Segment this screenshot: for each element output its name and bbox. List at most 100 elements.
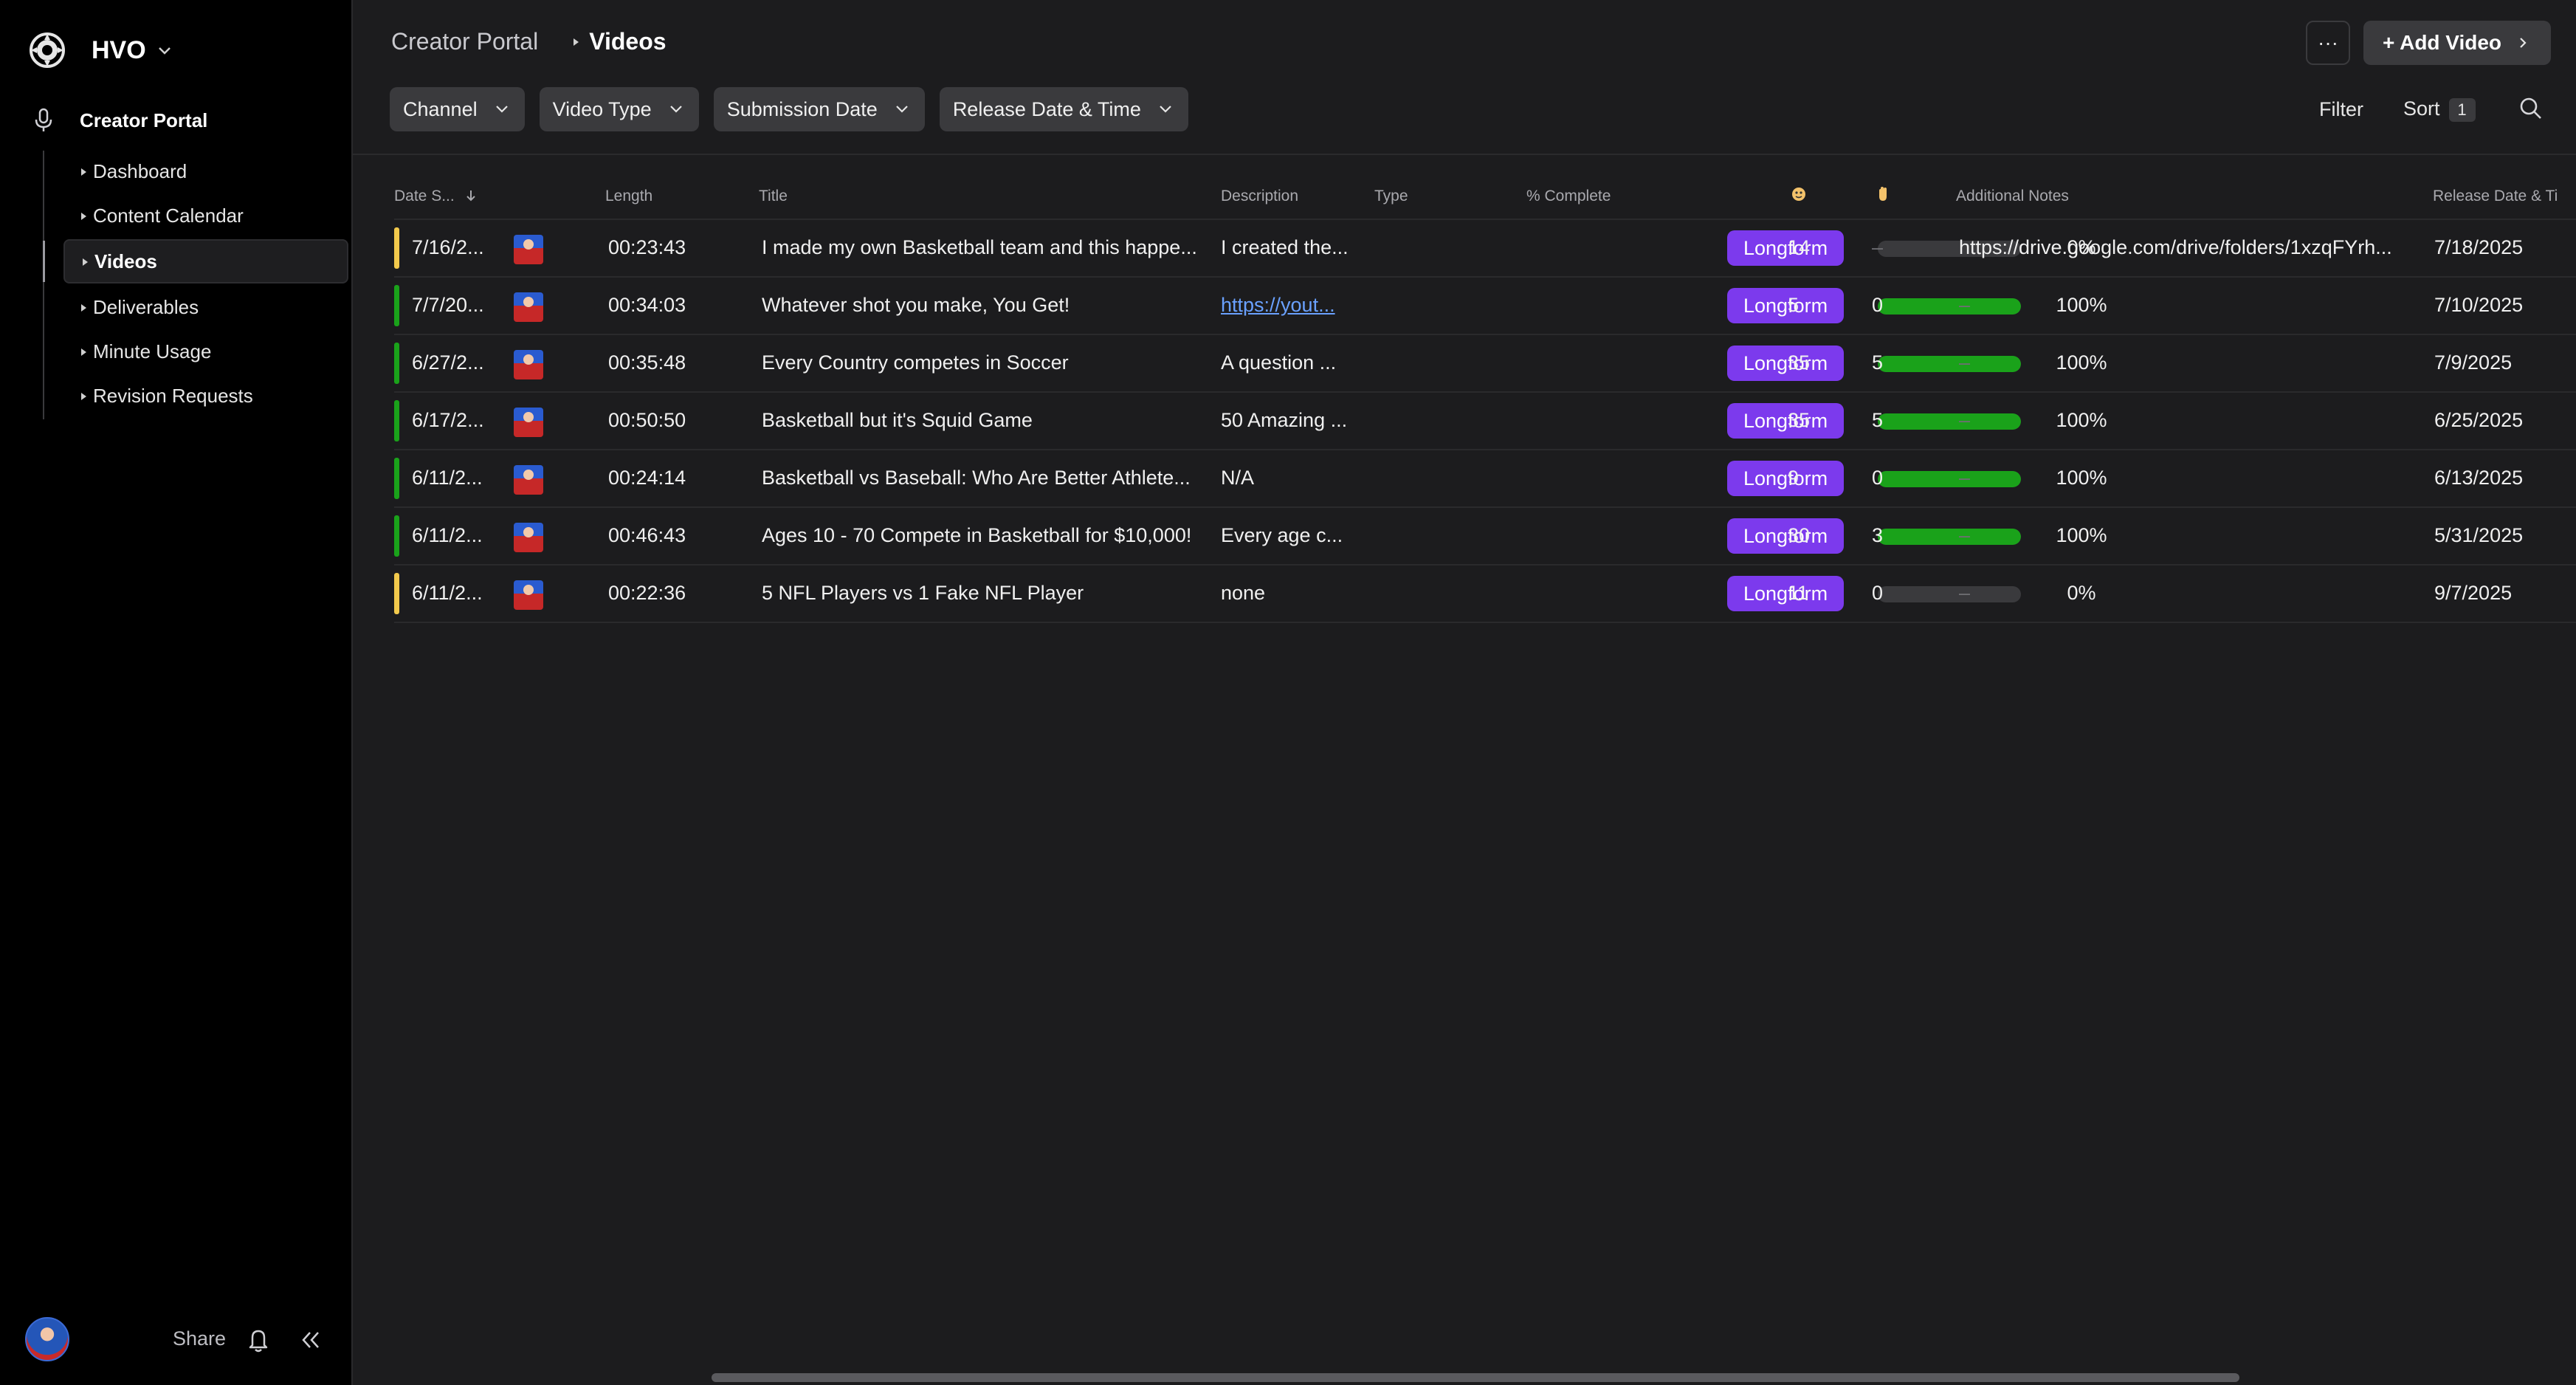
- table-row[interactable]: 7/16/2... 00:23:43 I made my own Basketbal…: [394, 219, 2576, 276]
- column-header-length[interactable]: Length: [605, 188, 653, 205]
- status-indicator: [394, 458, 399, 499]
- cell-count-2: –: [1872, 236, 1884, 258]
- cell-additional-notes: –: [1959, 409, 1971, 431]
- breadcrumb-item-creator-portal[interactable]: Creator Portal: [391, 28, 539, 55]
- column-header-additional-notes[interactable]: Additional Notes: [1956, 188, 2069, 205]
- search-icon[interactable]: [2518, 96, 2544, 121]
- column-header-date[interactable]: Date S...: [394, 188, 477, 205]
- cell-date: 7/16/2...: [412, 236, 484, 258]
- type-badge: Longform: [1727, 403, 1845, 439]
- view-toolbar: Filter Sort 1: [2319, 96, 2476, 123]
- cell-count-1: 14: [1788, 236, 1811, 258]
- cell-count-2: 5: [1872, 351, 1884, 374]
- sidebar-item-label: Minute Usage: [93, 340, 212, 362]
- filter-label: Submission Date: [726, 97, 878, 120]
- caret-right-icon: [81, 213, 86, 220]
- channel-thumbnail: [514, 523, 543, 552]
- cell-additional-notes: –: [1959, 582, 1971, 604]
- breadcrumb: Creator Portal Videos: [391, 28, 667, 55]
- cell-release-date: 7/18/2025: [2434, 236, 2524, 258]
- column-header-description[interactable]: Description: [1221, 188, 1299, 205]
- table-row[interactable]: 6/11/2... 00:22:36 5 NFL Players vs 1 Fake…: [394, 564, 2576, 623]
- cell-date: 7/7/20...: [412, 294, 484, 316]
- column-header-title[interactable]: Title: [759, 188, 788, 205]
- cell-additional-notes: –: [1959, 467, 1971, 489]
- cell-count-1: 35: [1788, 351, 1811, 374]
- hand-emoji-icon[interactable]: [1875, 186, 1891, 202]
- cell-title: Every Country competes in Soccer: [762, 351, 1069, 374]
- cell-additional-notes: https://drive.google.com/drive/folders/1…: [1959, 236, 2392, 258]
- cell-description[interactable]: https://yout...: [1221, 294, 1335, 316]
- collapse-sidebar-icon[interactable]: [298, 1327, 323, 1353]
- sidebar-item-revision-requests[interactable]: Revision Requests: [63, 375, 348, 416]
- workspace-name: HVO: [92, 35, 146, 64]
- status-indicator: [394, 515, 399, 557]
- sidebar-item-label: Content Calendar: [93, 204, 244, 227]
- sidebar-item-dashboard[interactable]: Dashboard: [63, 151, 348, 192]
- avatar[interactable]: [25, 1317, 69, 1361]
- status-indicator: [394, 285, 399, 326]
- cell-title: Basketball but it's Squid Game: [762, 409, 1033, 431]
- cell-additional-notes: –: [1959, 524, 1971, 546]
- cell-date: 6/11/2...: [412, 582, 483, 604]
- cell-date: 6/17/2...: [412, 409, 484, 431]
- sidebar-section-label: Creator Portal: [80, 109, 208, 131]
- cell-length: 00:35:48: [608, 351, 686, 374]
- workspace-switcher[interactable]: HVO: [28, 30, 173, 71]
- sidebar-footer: Share: [25, 1317, 328, 1364]
- add-video-button[interactable]: + Add Video: [2363, 21, 2551, 65]
- type-badge: Longform: [1727, 518, 1845, 554]
- filter-label: Video Type: [552, 97, 652, 120]
- horizontal-scrollbar[interactable]: [712, 1373, 2239, 1382]
- more-options-button[interactable]: ···: [2306, 21, 2350, 65]
- status-indicator: [394, 400, 399, 441]
- table-row[interactable]: 6/11/2... 00:24:14 Basketball vs Baseball:…: [394, 449, 2576, 506]
- cell-release-date: 5/31/2025: [2434, 524, 2524, 546]
- table-row[interactable]: 6/27/2... 00:35:48 Every Country competes …: [394, 334, 2576, 391]
- channel-thumbnail: [514, 235, 543, 264]
- cell-release-date: 9/7/2025: [2434, 582, 2513, 604]
- sort-button[interactable]: Sort 1: [2403, 97, 2476, 122]
- face-emoji-icon[interactable]: [1791, 186, 1807, 202]
- sidebar-item-minute-usage[interactable]: Minute Usage: [63, 331, 348, 372]
- cell-date: 6/27/2...: [412, 351, 484, 374]
- table-row[interactable]: 7/7/20... 00:34:03 Whatever shot you make,…: [394, 276, 2576, 334]
- cell-length: 00:24:14: [608, 467, 686, 489]
- cell-count-1: 5: [1788, 294, 1800, 316]
- chevron-down-icon: [1160, 106, 1171, 113]
- caret-right-icon: [83, 258, 88, 266]
- cell-count-2: 5: [1872, 409, 1884, 431]
- sidebar-item-videos[interactable]: Videos: [43, 239, 348, 283]
- cell-date: 6/11/2...: [412, 524, 483, 546]
- sidebar-section-creator-portal[interactable]: Creator Portal: [32, 108, 207, 133]
- page-title: Videos: [589, 28, 667, 55]
- share-button[interactable]: Share: [173, 1327, 227, 1350]
- sidebar-item-label: Videos: [94, 250, 157, 272]
- table-row[interactable]: 6/17/2... 00:50:50 Basketball but it's Squ…: [394, 391, 2576, 449]
- channel-thumbnail: [514, 350, 543, 379]
- sidebar-item-deliverables[interactable]: Deliverables: [63, 286, 348, 328]
- bell-icon[interactable]: [247, 1327, 270, 1353]
- column-header-release-date[interactable]: Release Date & Ti: [2433, 188, 2558, 205]
- progress-bar: [1878, 471, 2021, 487]
- filter-submission-date[interactable]: Submission Date: [713, 87, 925, 131]
- cell-count-1: 35: [1788, 409, 1811, 431]
- column-header-type[interactable]: Type: [1374, 188, 1408, 205]
- type-badge: Longform: [1727, 346, 1845, 381]
- progress-bar: [1878, 413, 2021, 430]
- cell-date: 6/11/2...: [412, 467, 483, 489]
- cell-description: none: [1221, 582, 1266, 604]
- table-row[interactable]: 6/11/2... 00:46:43 Ages 10 - 70 Compete in…: [394, 506, 2576, 564]
- type-badge: Longform: [1727, 230, 1845, 266]
- filter-button[interactable]: Filter: [2319, 97, 2363, 120]
- column-header-complete[interactable]: % Complete: [1526, 188, 1611, 205]
- filter-channel[interactable]: Channel: [390, 87, 525, 131]
- channel-thumbnail: [514, 408, 543, 437]
- sidebar-item-content-calendar[interactable]: Content Calendar: [63, 195, 348, 236]
- add-video-label: + Add Video: [2383, 31, 2502, 54]
- filter-release-date-time[interactable]: Release Date & Time: [939, 87, 1188, 131]
- cell-count-2: 3: [1872, 524, 1884, 546]
- cell-title: Whatever shot you make, You Get!: [762, 294, 1070, 316]
- chevron-down-icon: [669, 106, 682, 113]
- filter-video-type[interactable]: Video Type: [539, 87, 699, 131]
